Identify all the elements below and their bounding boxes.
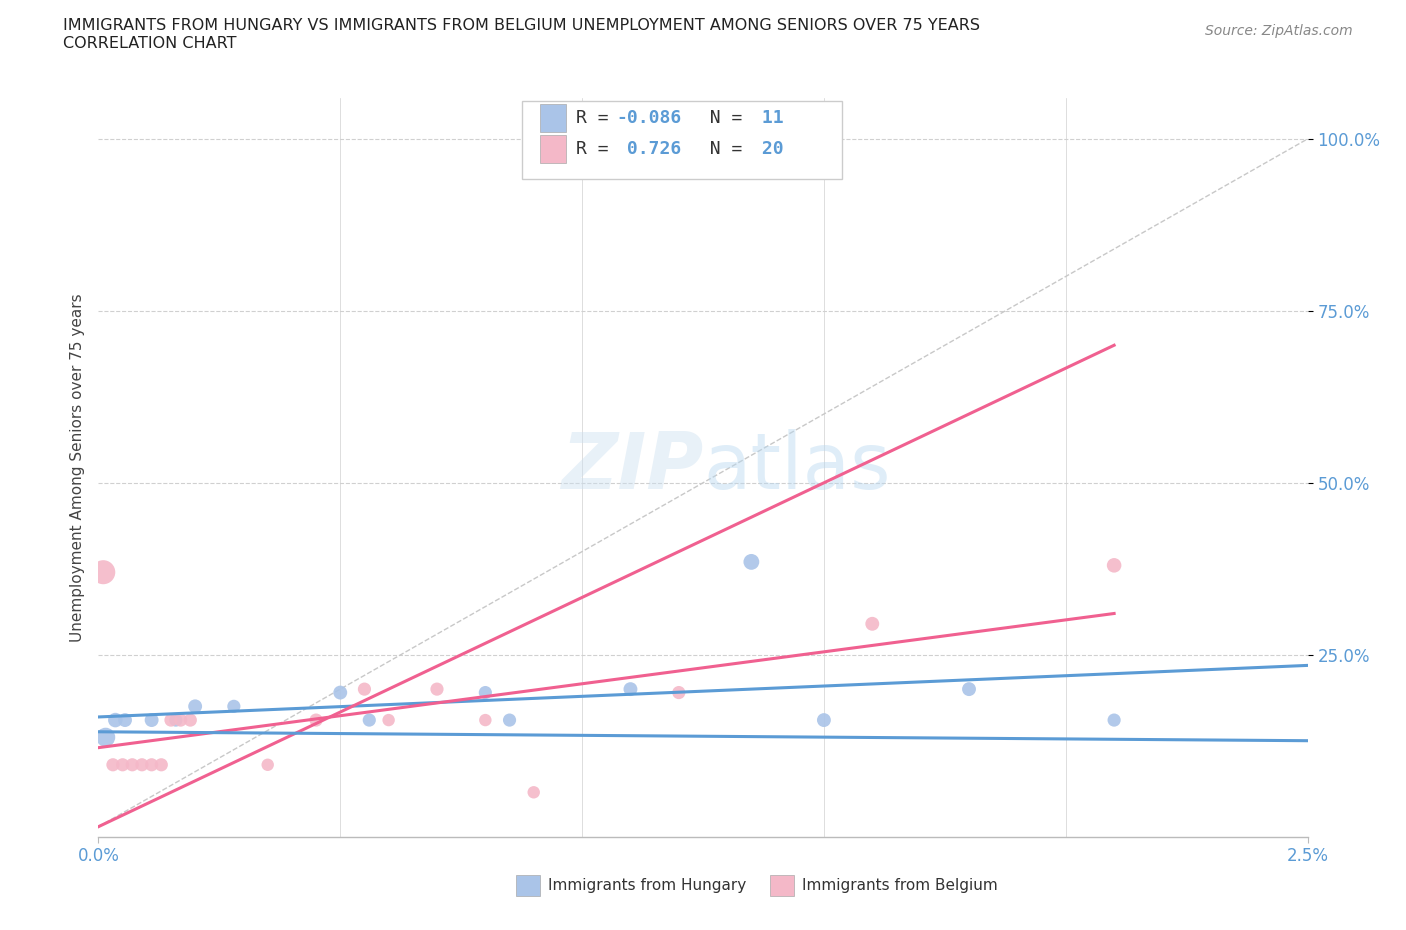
Text: Immigrants from Belgium: Immigrants from Belgium (803, 878, 998, 893)
Text: Immigrants from Hungary: Immigrants from Hungary (548, 878, 747, 893)
Point (1102, 712, 1125, 727)
Point (474, 685, 496, 700)
Text: N =: N = (689, 109, 754, 126)
Point (104, 712, 127, 727)
Point (121, 757, 143, 772)
Point (131, 757, 153, 772)
Text: CORRELATION CHART: CORRELATION CHART (63, 36, 236, 51)
Point (179, 712, 201, 727)
Point (1102, 558, 1125, 573)
Point (111, 757, 134, 772)
Text: -0.086: -0.086 (616, 109, 681, 126)
Y-axis label: Unemployment Among Seniors over 75 years: Unemployment Among Seniors over 75 years (69, 293, 84, 642)
Point (165, 712, 187, 727)
Point (150, 757, 173, 772)
Text: Source: ZipAtlas.com: Source: ZipAtlas.com (1205, 24, 1353, 38)
Text: 20: 20 (751, 140, 785, 157)
FancyBboxPatch shape (540, 135, 567, 163)
Point (169, 712, 191, 727)
Point (114, 712, 136, 727)
Text: R =: R = (576, 109, 620, 126)
Text: IMMIGRANTS FROM HUNGARY VS IMMIGRANTS FROM BELGIUM UNEMPLOYMENT AMONG SENIORS OV: IMMIGRANTS FROM HUNGARY VS IMMIGRANTS FR… (63, 18, 980, 33)
Point (668, 685, 690, 700)
Point (377, 712, 399, 727)
Point (813, 712, 835, 727)
Text: 0.726: 0.726 (616, 140, 681, 157)
Point (860, 617, 883, 631)
FancyBboxPatch shape (540, 103, 567, 132)
FancyBboxPatch shape (522, 101, 842, 179)
Point (222, 698, 245, 713)
Point (141, 757, 163, 772)
Point (426, 682, 449, 697)
Text: 11: 11 (751, 109, 785, 126)
Text: atlas: atlas (703, 430, 890, 505)
Text: N =: N = (689, 140, 754, 157)
Point (474, 712, 496, 727)
Point (94, 730, 117, 745)
Point (329, 685, 352, 700)
Point (619, 682, 641, 697)
Point (523, 785, 546, 800)
Point (256, 757, 278, 772)
Point (141, 712, 163, 727)
Point (353, 682, 375, 697)
Text: ZIP: ZIP (561, 430, 703, 505)
Point (498, 712, 520, 727)
Point (957, 682, 980, 697)
Point (101, 757, 124, 772)
Point (91, 565, 114, 579)
FancyBboxPatch shape (769, 875, 794, 897)
Point (359, 712, 381, 727)
Text: R =: R = (576, 140, 620, 157)
Point (160, 712, 183, 727)
Point (305, 712, 328, 727)
Point (184, 698, 207, 713)
Point (740, 554, 762, 569)
FancyBboxPatch shape (516, 875, 540, 897)
